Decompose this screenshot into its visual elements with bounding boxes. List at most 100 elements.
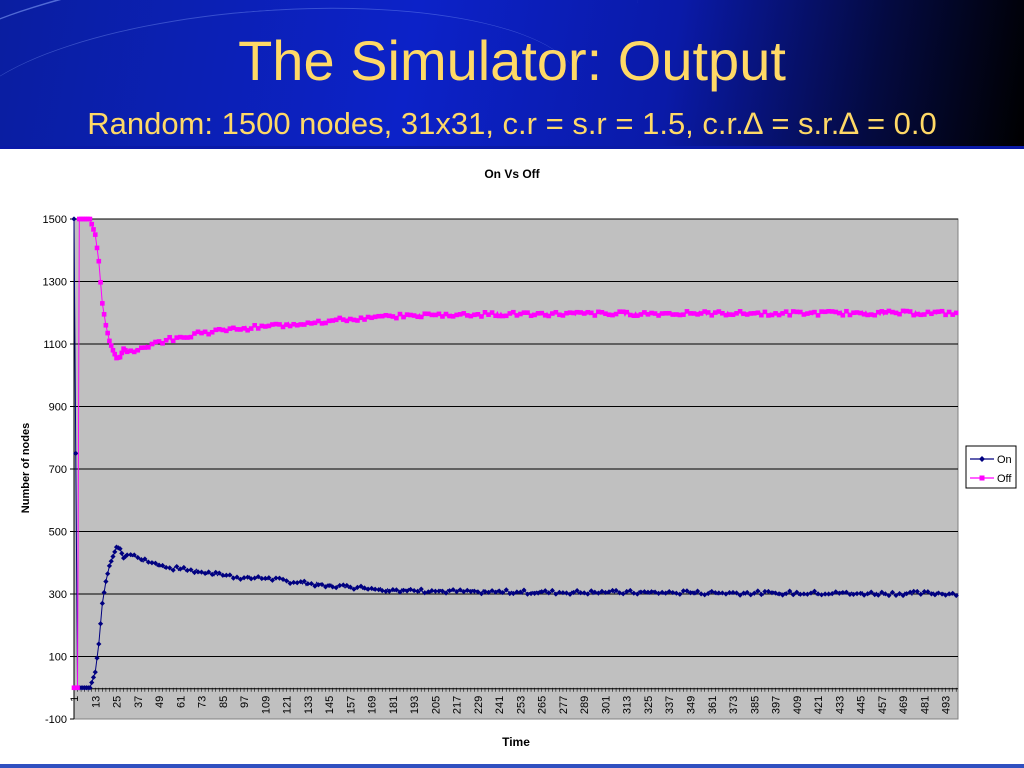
data-point-off xyxy=(571,310,576,316)
data-point-on xyxy=(262,575,268,581)
series-on xyxy=(71,216,959,691)
x-tick-label: 145 xyxy=(324,696,336,714)
data-point-off xyxy=(192,331,197,336)
data-point-off xyxy=(794,309,800,315)
data-point-off xyxy=(780,311,785,316)
data-point-on xyxy=(946,591,952,597)
data-point-off xyxy=(252,323,257,328)
data-point-on xyxy=(602,589,609,596)
data-point-off xyxy=(333,317,339,323)
data-point-off xyxy=(383,312,389,318)
data-point-off xyxy=(75,685,80,691)
data-point-off xyxy=(720,310,725,316)
data-point-off xyxy=(819,309,824,314)
data-point-on xyxy=(801,591,807,597)
data-point-on xyxy=(305,581,311,587)
data-point-on xyxy=(592,589,598,595)
data-point-off xyxy=(613,311,619,317)
data-point-off xyxy=(872,312,878,318)
data-point-on xyxy=(128,552,134,558)
data-point-off xyxy=(656,313,661,318)
data-point-off xyxy=(801,312,807,317)
data-point-off xyxy=(790,309,796,314)
data-point-off xyxy=(950,312,955,317)
data-point-on xyxy=(298,579,304,585)
data-point-off xyxy=(404,312,410,317)
data-point-on xyxy=(333,584,339,591)
data-point-off xyxy=(932,309,938,315)
data-point-off xyxy=(914,311,920,317)
data-point-off xyxy=(245,327,250,333)
data-point-on xyxy=(882,591,888,597)
data-point-off xyxy=(617,309,622,314)
y-tick-label: -100 xyxy=(45,714,67,726)
data-point-on xyxy=(875,592,881,598)
data-point-on xyxy=(517,589,524,595)
data-point-off xyxy=(167,334,172,340)
data-point-on xyxy=(94,655,100,661)
y-axis-ticks: -100 100 300 500 700 900 1100 1300 1500 xyxy=(43,214,74,726)
data-point-on xyxy=(687,590,694,596)
data-point-off xyxy=(560,313,566,318)
data-point-on xyxy=(914,588,920,595)
data-point-off xyxy=(776,312,782,318)
data-point-off xyxy=(953,310,959,316)
data-point-off xyxy=(514,313,520,318)
data-point-on xyxy=(896,591,903,597)
data-point-off xyxy=(447,313,452,319)
x-tick-label: 373 xyxy=(728,696,740,714)
data-point-on xyxy=(857,590,864,596)
data-point-on xyxy=(542,588,548,594)
data-point-off xyxy=(741,311,746,317)
data-point-off xyxy=(107,338,112,344)
data-point-on xyxy=(705,590,711,597)
data-point-off xyxy=(503,313,509,319)
data-point-off xyxy=(585,309,591,315)
data-point-off xyxy=(627,312,633,318)
data-point-on xyxy=(369,585,375,591)
data-point-on xyxy=(950,590,956,596)
x-tick-label: 289 xyxy=(579,696,591,714)
data-point-on xyxy=(546,590,552,596)
data-point-on xyxy=(684,588,690,594)
data-point-on xyxy=(259,575,265,582)
legend-label-on: On xyxy=(997,454,1012,466)
header-divider xyxy=(0,146,1024,149)
y-tick-label: 100 xyxy=(49,652,67,664)
data-point-on xyxy=(379,587,385,594)
data-point-off xyxy=(805,311,810,316)
data-point-off xyxy=(550,311,555,316)
data-point-on xyxy=(422,590,428,596)
data-point-on xyxy=(73,450,79,456)
data-point-on xyxy=(730,589,736,596)
data-point-off xyxy=(557,312,562,318)
data-point-off xyxy=(96,258,102,264)
data-point-off xyxy=(837,310,842,316)
data-point-on xyxy=(648,589,655,595)
data-point-on xyxy=(900,592,906,599)
slide-header: The Simulator: Output Random: 1500 nodes… xyxy=(0,0,1024,146)
data-point-off xyxy=(691,311,697,316)
data-point-on xyxy=(659,589,665,595)
data-point-off xyxy=(443,311,449,317)
data-point-on xyxy=(560,590,566,596)
data-point-on xyxy=(918,591,924,597)
data-point-on xyxy=(939,591,945,597)
data-point-off xyxy=(355,318,360,323)
data-point-off xyxy=(610,312,615,318)
data-point-on xyxy=(631,590,637,596)
data-point-off xyxy=(798,309,803,315)
data-point-on xyxy=(656,590,662,596)
data-point-on xyxy=(822,591,828,597)
x-tick-label: 421 xyxy=(813,696,825,714)
data-point-on xyxy=(101,589,107,596)
data-point-on xyxy=(510,590,516,597)
data-point-on xyxy=(390,587,396,593)
data-point-off xyxy=(642,310,647,315)
data-point-off xyxy=(482,310,488,315)
data-point-on xyxy=(804,591,811,597)
data-point-on xyxy=(521,587,527,593)
data-point-off xyxy=(939,308,945,314)
data-point-off xyxy=(929,311,934,317)
x-tick-label: 409 xyxy=(792,696,804,714)
